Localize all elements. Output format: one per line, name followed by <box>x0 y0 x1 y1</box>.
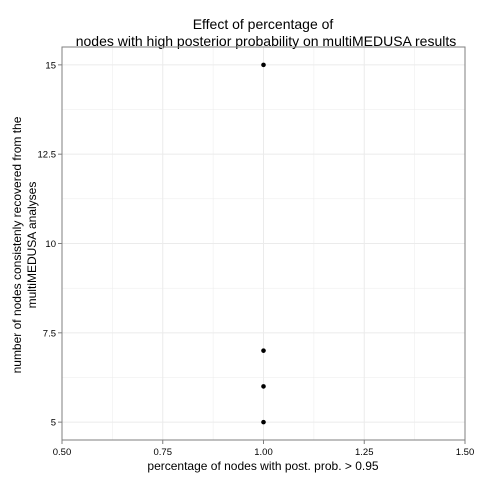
data-point <box>261 62 266 68</box>
y-tick-label: 10 <box>45 239 56 250</box>
x-tick-label: 0.75 <box>154 447 173 458</box>
y-tick-label: 7.5 <box>43 328 56 339</box>
y-tick-label: 5 <box>51 418 56 429</box>
x-tick-label: 0.50 <box>53 447 72 458</box>
x-tick-label: 1.50 <box>456 447 475 458</box>
data-point <box>261 419 266 425</box>
chart-title-line-2: nodes with high posterior probability on… <box>76 33 457 49</box>
grid-layer <box>61 47 466 440</box>
chart-title-line-1: Effect of percentage of <box>193 16 334 32</box>
data-point <box>261 384 266 389</box>
y-axis-label-line-1: number of nodes consistenly recovered fr… <box>10 116 24 373</box>
data-point <box>261 348 266 353</box>
y-tick-label: 12.5 <box>38 150 57 161</box>
axis-layer: 0.50 0.75 1.00 1.25 1.50 5 7.5 10 12.5 15 <box>38 60 475 458</box>
x-tick-label: 1.00 <box>254 447 273 458</box>
point-layer <box>261 62 266 425</box>
y-axis-label-line-2: multiMEDUSA analyses <box>25 182 39 309</box>
y-tick-label: 15 <box>45 60 56 71</box>
x-axis-label: percentage of nodes with post. prob. > 0… <box>147 459 378 473</box>
x-tick-label: 1.25 <box>355 447 374 458</box>
